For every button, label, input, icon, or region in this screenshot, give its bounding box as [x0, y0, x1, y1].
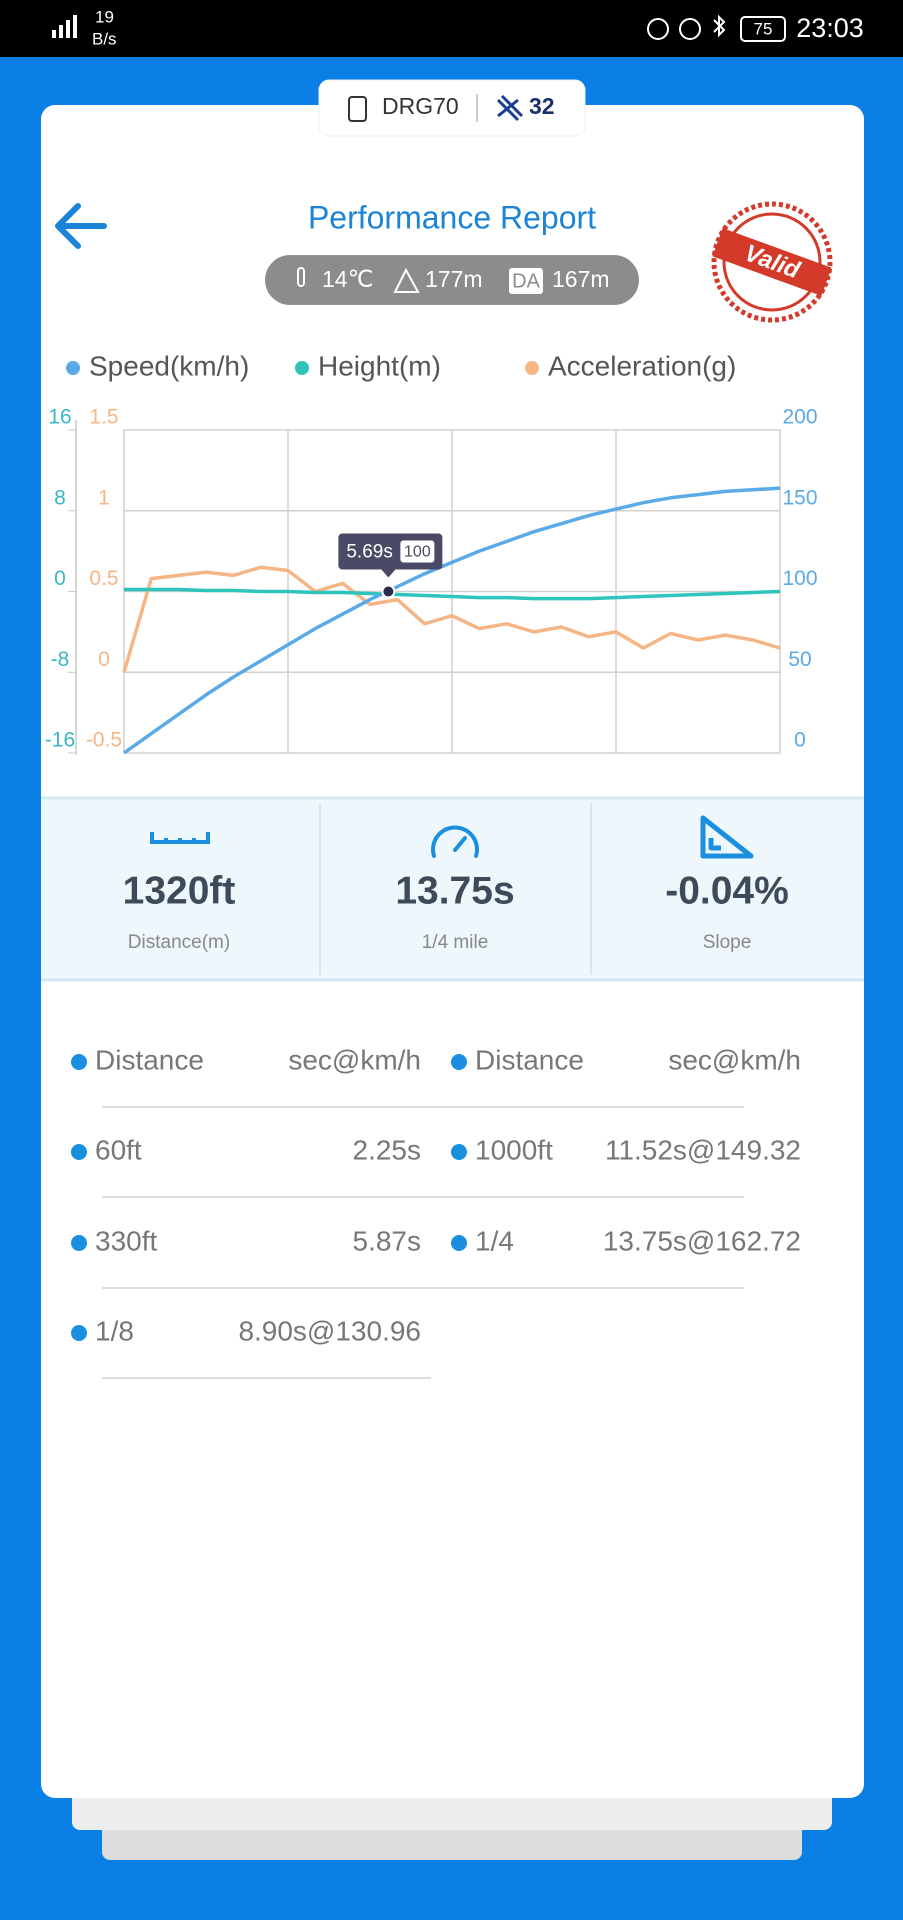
- y3-tick-label: -0.5: [86, 729, 122, 752]
- y2-tick-label: 150: [782, 486, 817, 509]
- conditions-pill: [265, 255, 639, 305]
- battery-icon: [740, 16, 786, 42]
- device-icon: [348, 96, 367, 122]
- table-cell: 1/8: [95, 1315, 134, 1346]
- legend-marker: [525, 361, 539, 375]
- network-unit: B/s: [92, 29, 117, 48]
- bullet: [71, 1325, 87, 1341]
- bullet: [71, 1235, 87, 1251]
- table-cell: sec@km/h: [288, 1044, 421, 1075]
- battery-level: 75: [754, 19, 773, 38]
- satellite-icon: [496, 94, 524, 122]
- table-cell: Distance: [95, 1044, 204, 1075]
- bullet: [451, 1144, 467, 1160]
- bullet: [71, 1144, 87, 1160]
- bullet: [451, 1235, 467, 1251]
- stat-value: -0.04%: [665, 869, 789, 912]
- temperature: 14℃: [322, 266, 373, 292]
- legend-label: Speed(km/h): [89, 350, 249, 381]
- table-cell: 330ft: [95, 1225, 157, 1256]
- y-tick-label: -16: [45, 729, 75, 752]
- tooltip-pointer: [381, 569, 396, 578]
- results-table: Distance sec@km/h Distance sec@km/h 60ft 2.25…: [71, 1044, 801, 1379]
- table-cell: Distance: [475, 1044, 584, 1075]
- valid-stamp: Valid: [711, 201, 833, 323]
- status-bar: [0, 0, 903, 57]
- series-line: [122, 565, 781, 673]
- y2-tick-label: 0: [794, 729, 806, 752]
- table-cell: 11.52s@149.32: [605, 1134, 801, 1165]
- satellite-count: 32: [529, 93, 555, 119]
- da-badge: [509, 268, 543, 294]
- y2-tick-label: 50: [788, 648, 811, 671]
- y-tick-label: 0: [54, 567, 66, 590]
- tooltip-value: 100: [404, 544, 431, 561]
- device-pill: [318, 79, 586, 137]
- device-name: DRG70: [382, 93, 459, 119]
- table-cell: 1000ft: [475, 1134, 553, 1165]
- series-line: [124, 587, 781, 601]
- stat-label: Slope: [703, 932, 752, 953]
- y-tick-label: -8: [51, 648, 70, 671]
- y2-tick-label: 100: [782, 567, 817, 590]
- stat-value: 1320ft: [123, 869, 236, 912]
- y-tick-label: 8: [54, 486, 66, 509]
- ruler-icon: [150, 832, 210, 844]
- network-rate: 19: [95, 7, 114, 26]
- chart: -16 -8 0 8 16 -0.5 0 0.5 1 1.5 0 50 100 150 200 Speed(k…: [45, 350, 818, 755]
- bullet: [451, 1054, 467, 1070]
- altitude: 177m: [425, 266, 483, 292]
- stat-label: 1/4 mile: [422, 932, 489, 953]
- slope-icon: [700, 815, 754, 859]
- back-button[interactable]: [55, 203, 107, 249]
- stat-label: Distance(m): [128, 932, 230, 953]
- density-altitude: 167m: [552, 266, 610, 292]
- table-cell: sec@km/h: [668, 1044, 801, 1075]
- tooltip-badge: [400, 540, 435, 563]
- tooltip-dot: [381, 584, 396, 599]
- stat-value: 13.75s: [395, 869, 514, 912]
- legend-label: Height(m): [318, 350, 441, 381]
- table-cell: 60ft: [95, 1134, 142, 1165]
- thermometer-icon: [297, 267, 305, 287]
- table-cell: 5.87s: [353, 1225, 422, 1256]
- bluetooth-icon: [713, 14, 726, 38]
- legend-label: Acceleration(g): [548, 350, 736, 381]
- signal-icon: [52, 15, 77, 38]
- nfc-icon: [647, 18, 669, 40]
- table-cell: 8.90s@130.96: [238, 1315, 421, 1346]
- tooltip-label: 5.69s: [346, 542, 392, 563]
- table-cell: 13.75s@162.72: [603, 1225, 801, 1256]
- y2-tick-label: 200: [782, 406, 817, 429]
- legend-marker: [66, 361, 80, 375]
- table-cell: 2.25s: [353, 1134, 422, 1165]
- table-cell: 1/4: [475, 1225, 514, 1256]
- y3-tick-label: 1: [98, 486, 110, 509]
- da-badge-text: DA: [512, 270, 540, 292]
- y3-tick-label: 1.5: [89, 406, 118, 429]
- bullet: [71, 1054, 87, 1070]
- clock: 23:03: [796, 13, 864, 43]
- legend-marker: [295, 361, 309, 375]
- title: Performance Report: [308, 199, 596, 235]
- altitude-icon: [393, 267, 420, 293]
- stats: 1320ft Distance(m) 13.75s 1/4 mile -0.04% Slo…: [123, 869, 789, 953]
- y3-tick-label: 0: [98, 648, 110, 671]
- gauge-icon: [431, 825, 479, 858]
- y-tick-label: 16: [48, 406, 71, 429]
- series-line: [122, 486, 781, 755]
- alarm-icon: [679, 18, 701, 40]
- y3-tick-label: 0.5: [89, 567, 118, 590]
